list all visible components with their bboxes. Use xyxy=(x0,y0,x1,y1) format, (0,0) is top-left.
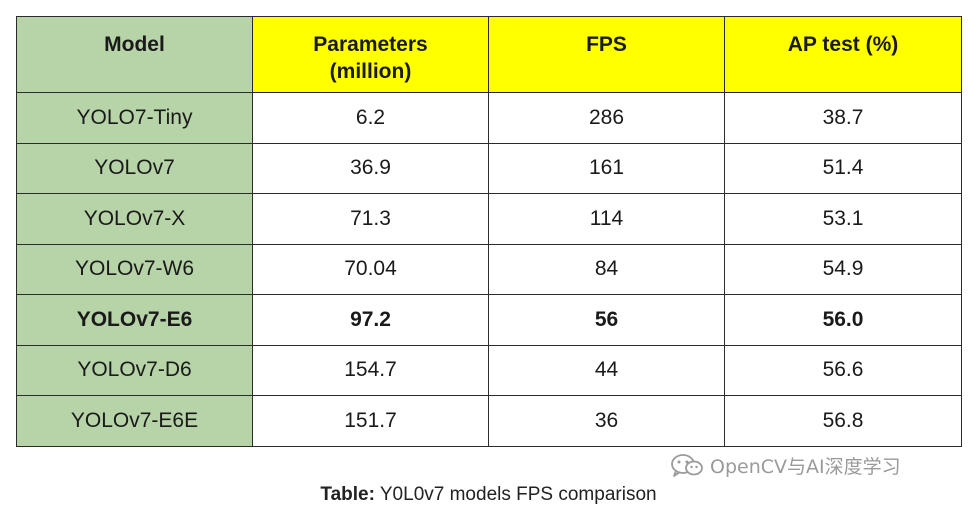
parameters-cell: 70.04 xyxy=(252,243,489,295)
table-caption: Table: Y0L0v7 models FPS comparison xyxy=(0,484,977,506)
caption-text: Y0L0v7 models FPS comparison xyxy=(374,484,657,505)
ap-cell: 56.0 xyxy=(724,294,962,346)
header-parameters-label: Parameters xyxy=(313,33,428,56)
caption-label: Table: xyxy=(320,484,375,505)
table-row: YOLOv7-X 71.3 114 53.1 xyxy=(16,193,962,245)
table-header-row: Model Parameters (million) FPS AP test (… xyxy=(16,16,962,93)
model-cell: YOLOv7 xyxy=(16,142,253,194)
watermark: OpenCV与AI深度学习 xyxy=(670,452,901,479)
header-fps: FPS xyxy=(488,16,725,93)
fps-comparison-table-wrapper: Model Parameters (million) FPS AP test (… xyxy=(16,16,962,447)
header-parameters: Parameters (million) xyxy=(252,16,489,93)
fps-cell: 44 xyxy=(488,344,725,396)
parameters-cell: 71.3 xyxy=(252,193,489,245)
fps-cell: 161 xyxy=(488,142,725,194)
ap-cell: 54.9 xyxy=(724,243,962,295)
header-model-label: Model xyxy=(104,33,165,56)
model-cell: YOLOv7-E6 xyxy=(16,294,253,346)
parameters-cell: 6.2 xyxy=(252,92,489,144)
model-cell: YOLOv7-D6 xyxy=(16,344,253,396)
model-cell: YOLO7-Tiny xyxy=(16,92,253,144)
parameters-cell: 36.9 xyxy=(252,142,489,194)
parameters-cell: 97.2 xyxy=(252,294,489,346)
wechat-icon xyxy=(670,453,704,479)
fps-comparison-table: Model Parameters (million) FPS AP test (… xyxy=(16,16,962,447)
table-row: YOLOv7-W6 70.04 84 54.9 xyxy=(16,243,962,295)
header-parameters-unit: (million) xyxy=(329,60,412,83)
model-cell: YOLOv7-X xyxy=(16,193,253,245)
ap-cell: 38.7 xyxy=(724,92,962,144)
header-model: Model xyxy=(16,16,253,93)
fps-cell: 286 xyxy=(488,92,725,144)
header-ap-test: AP test (%) xyxy=(724,16,962,93)
fps-cell: 36 xyxy=(488,395,725,447)
fps-cell: 114 xyxy=(488,193,725,245)
parameters-cell: 151.7 xyxy=(252,395,489,447)
table-row: YOLO7-Tiny 6.2 286 38.7 xyxy=(16,92,962,144)
table-row: YOLOv7 36.9 161 51.4 xyxy=(16,142,962,194)
ap-cell: 51.4 xyxy=(724,142,962,194)
header-fps-label: FPS xyxy=(586,33,627,56)
fps-cell: 84 xyxy=(488,243,725,295)
fps-cell: 56 xyxy=(488,294,725,346)
header-ap-test-label: AP test (%) xyxy=(787,33,899,56)
parameters-cell: 154.7 xyxy=(252,344,489,396)
model-cell: YOLOv7-W6 xyxy=(16,243,253,295)
ap-cell: 56.6 xyxy=(724,344,962,396)
table-row: YOLOv7-D6 154.7 44 56.6 xyxy=(16,344,962,396)
table-row: YOLOv7-E6E 151.7 36 56.8 xyxy=(16,395,962,447)
model-cell: YOLOv7-E6E xyxy=(16,395,253,447)
watermark-text: OpenCV与AI深度学习 xyxy=(710,456,901,478)
ap-cell: 53.1 xyxy=(724,193,962,245)
table-row-highlighted: YOLOv7-E6 97.2 56 56.0 xyxy=(16,294,962,346)
ap-cell: 56.8 xyxy=(724,395,962,447)
